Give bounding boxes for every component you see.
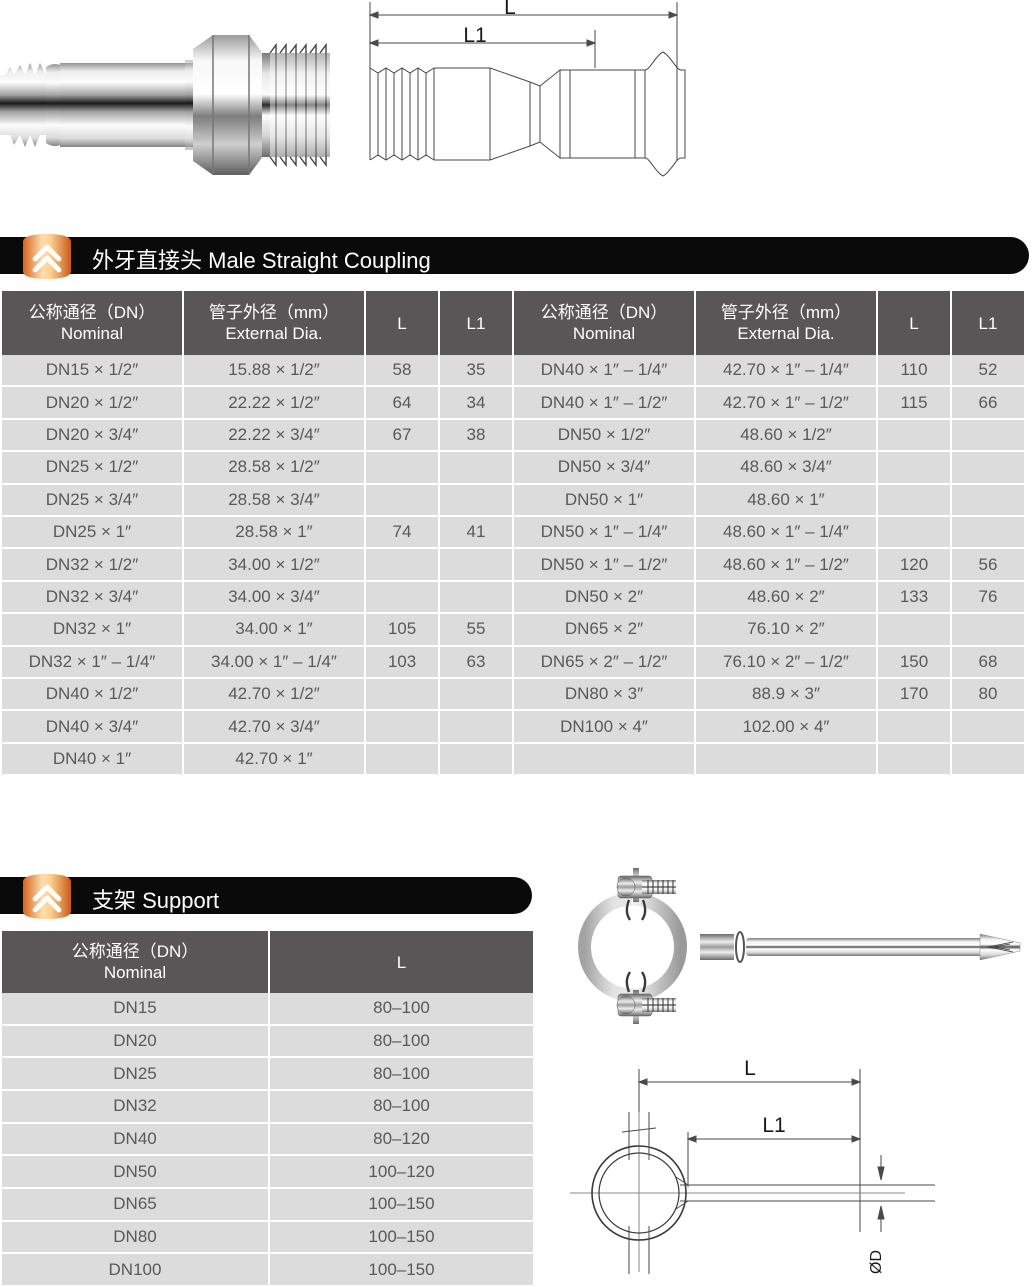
svg-text:L1: L1 — [463, 24, 486, 47]
svg-text:L1: L1 — [762, 1114, 785, 1137]
svg-text:ØD: ØD — [868, 1250, 885, 1274]
svg-text:L: L — [504, 0, 516, 19]
svg-text:L: L — [744, 1057, 756, 1080]
